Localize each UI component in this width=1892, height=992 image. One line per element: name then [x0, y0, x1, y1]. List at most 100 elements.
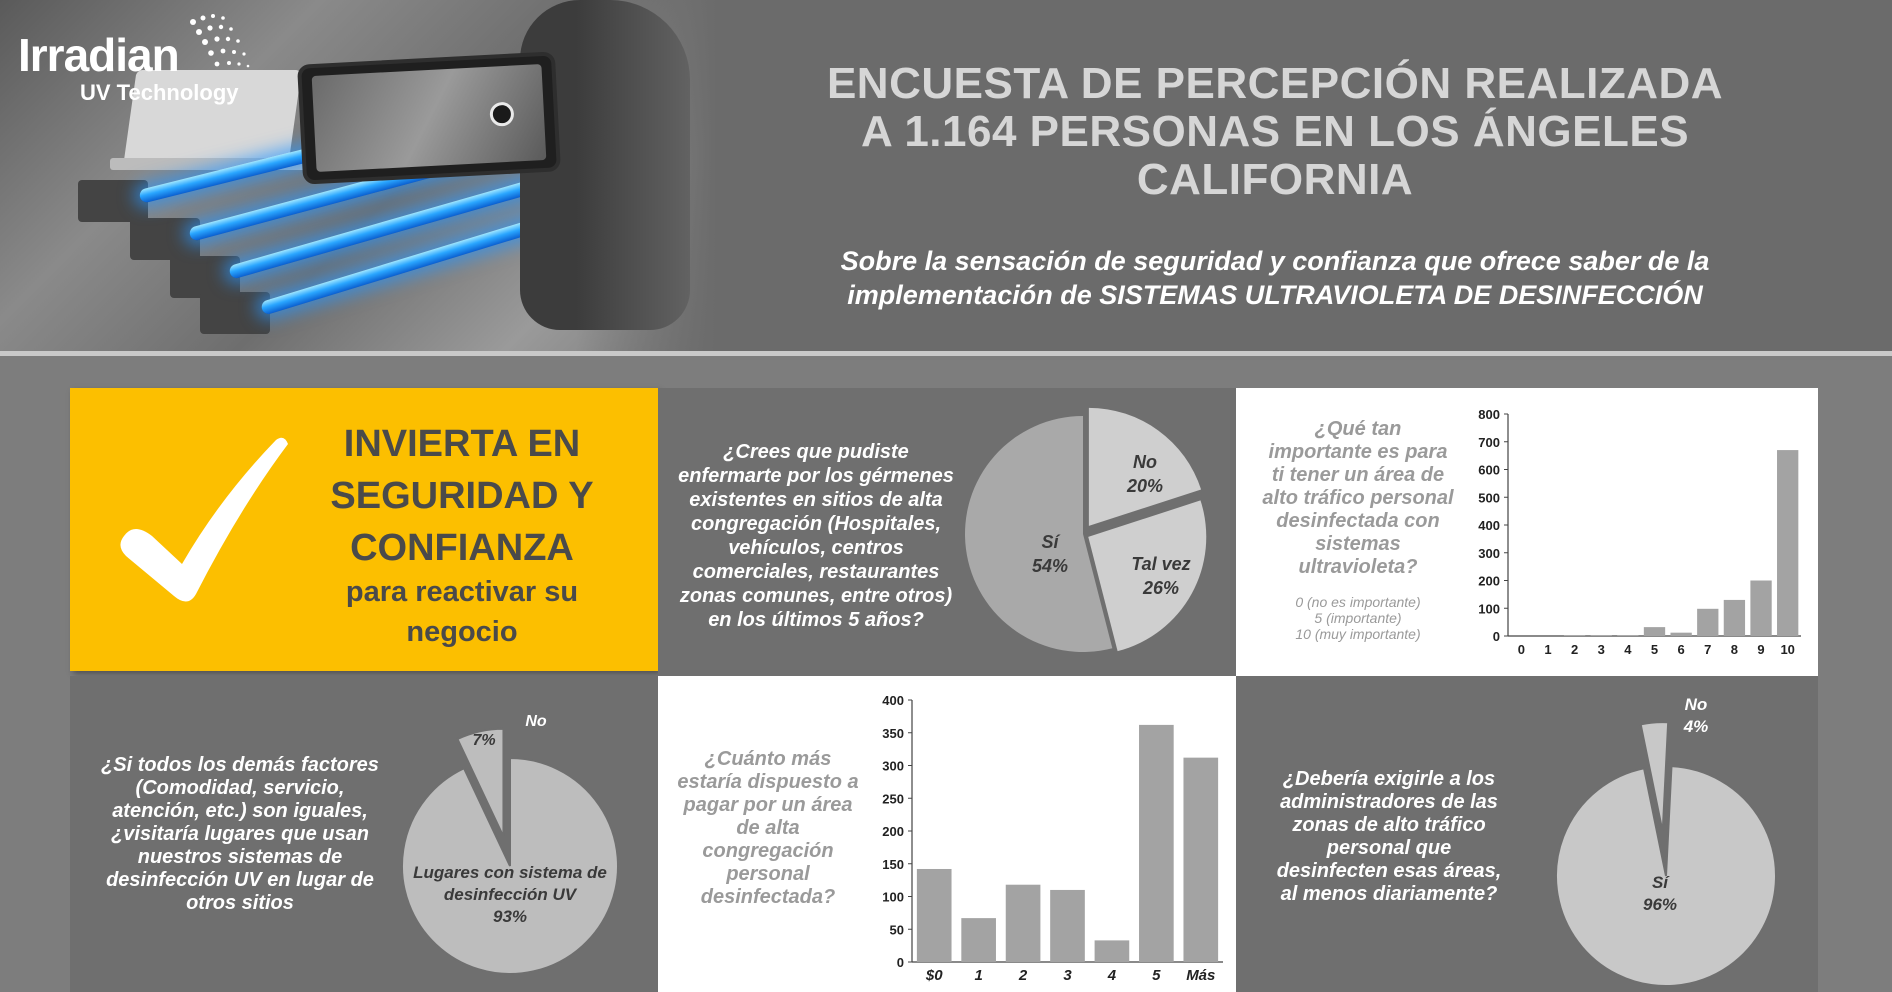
cta-headline-line: INVIERTA EN — [343, 423, 581, 465]
pie-label-value: 7% — [472, 732, 496, 749]
pie-chart-q1 — [965, 407, 1207, 652]
cta-subline-line: negocio — [406, 616, 518, 648]
pie-label-si: Sí 54% — [1010, 530, 1090, 578]
y-tick-label: 800 — [1478, 407, 1500, 422]
question-line: importante es para — [1268, 441, 1448, 463]
y-tick-label: 100 — [882, 890, 904, 905]
pie-slice-sí — [1555, 765, 1777, 986]
x-tick-label: 2 — [1018, 967, 1028, 984]
bar-5 — [1643, 627, 1666, 636]
logo-subtitle-text: UV Technology — [80, 80, 239, 105]
x-tick-label: Más — [1186, 967, 1215, 984]
y-tick-label: 250 — [882, 791, 904, 806]
bar-Más — [1183, 757, 1219, 962]
x-tick-label: 3 — [1063, 967, 1072, 984]
legend-line: 0 (no es importante) — [1295, 594, 1421, 610]
y-tick-label: 150 — [882, 857, 904, 872]
question-line: alto tráfico personal — [1262, 487, 1454, 509]
brand-logo: Irradian UV Technology — [18, 14, 250, 108]
pie-label-value: 54% — [1031, 556, 1069, 576]
x-tick-label: 5 — [1651, 642, 1658, 657]
question-line: ¿Qué tan — [1314, 418, 1402, 440]
question-line: ¿Debería exigirle a los — [1282, 768, 1496, 790]
pie-slice-lugares-con-sistema-de-desinfección-uv — [401, 756, 619, 975]
question-line: en los últimos 5 años? — [708, 609, 924, 631]
question-line: enfermarte por los gérmenes — [678, 465, 954, 487]
x-tick-label: 8 — [1731, 642, 1738, 657]
pie-slice-no — [1088, 407, 1202, 526]
bar-1 — [961, 918, 996, 962]
bar-chart-q2: 0 100 200 300 400 500 600 700 800 0 1 2 3 4 5 6 7 8 9 10 — [1478, 407, 1801, 657]
pie-label-value: 4% — [1683, 717, 1709, 736]
header-subtitle-line: implementación de SISTEMAS ULTRAVIOLETA … — [740, 278, 1810, 312]
pie-label-category: Sí — [1651, 873, 1669, 892]
lamp-cap-shape — [170, 256, 240, 298]
logo-dots-icon — [190, 14, 250, 68]
question-line: sistemas — [1315, 533, 1401, 555]
question-line: estaría dispuesto a — [677, 771, 859, 793]
pie-chart-q3 — [401, 727, 619, 975]
legend-line: 5 (importante) — [1314, 610, 1402, 626]
question-3-panel: ¿Si todos los demás factores (Comodidad,… — [70, 676, 658, 992]
question-line: desinfección UV en lugar de — [106, 869, 374, 891]
y-tick-label: 0 — [1493, 629, 1500, 644]
pie-label-no: No 4% — [1676, 694, 1716, 738]
bar-10 — [1777, 450, 1799, 636]
question-1-panel: ¿Crees que pudiste enfermarte por los gé… — [658, 388, 1236, 676]
pie-label-category: Lugares con sistema de desinfección UV — [413, 863, 607, 904]
x-tick-label: 6 — [1678, 642, 1685, 657]
logo-brand-text: Irradian — [18, 29, 180, 81]
y-tick-label: 700 — [1478, 435, 1500, 450]
question-5-panel: ¿Debería exigirle a los administradores … — [1236, 676, 1818, 992]
x-tick-label: 1 — [974, 967, 982, 984]
cta-subline-line: para reactivar su — [345, 576, 579, 608]
x-tick-label: 7 — [1704, 642, 1711, 657]
pie-label-category: No — [1684, 695, 1708, 714]
question-2-panel: ¿Qué tan importante es para ti tener un … — [1236, 388, 1818, 676]
cta-panel: INVIERTA EN SEGURIDAD Y CONFIANZA para r… — [70, 388, 658, 671]
y-tick-label: 200 — [1478, 574, 1500, 589]
lamp-cap-shape — [200, 292, 270, 334]
bar-$0 — [916, 868, 952, 962]
x-tick-label: 2 — [1571, 642, 1578, 657]
y-tick-label: 400 — [882, 693, 904, 708]
header-photo — [0, 0, 716, 352]
phone-shape — [297, 51, 561, 185]
pie-label-no: No 20% — [1110, 450, 1180, 498]
question-line: ¿visitaría lugares que usan — [111, 823, 369, 845]
question-line: zonas de alto tráfico — [1292, 814, 1486, 836]
y-tick-label: 300 — [882, 759, 904, 774]
header-divider — [0, 351, 1892, 356]
question-line: desinfecten esas áreas, — [1276, 860, 1502, 882]
pie-label-value: 26% — [1142, 578, 1180, 598]
question-2-text: ¿Qué tan importante es para ti tener un … — [1258, 418, 1458, 579]
x-tick-label: 3 — [1598, 642, 1605, 657]
pie-label-category: Sí — [1041, 532, 1059, 552]
bar-9 — [1750, 580, 1772, 636]
pie-label-value: 93% — [492, 907, 528, 926]
header-title-line: A 1.164 PERSONAS EN LOS ÁNGELES — [860, 107, 1690, 156]
question-1-text: ¿Crees que pudiste enfermarte por los gé… — [672, 440, 960, 632]
question-line: congregación (Hospitales, — [690, 513, 942, 535]
question-line: zonas comunes, entre otros) — [679, 585, 953, 607]
bar-4 — [1094, 940, 1130, 962]
question-line: pagar por un área — [683, 794, 853, 816]
bar-8 — [1723, 599, 1746, 636]
header-subtitle-line: Sobre la sensación de seguridad y confia… — [840, 246, 1710, 276]
question-5-text: ¿Debería exigirle a los administradores … — [1250, 768, 1528, 906]
importance-legend: 0 (no es importante) 5 (importante) 10 (… — [1258, 594, 1458, 642]
bar-4 — [1617, 635, 1639, 636]
pie-label-category: No — [1133, 452, 1157, 472]
question-3-text: ¿Si todos los demás factores (Comodidad,… — [90, 754, 390, 915]
header-title: ENCUESTA DE PERCEPCIÓN REALIZADA A 1.164… — [740, 60, 1810, 204]
y-tick-label: 100 — [1478, 601, 1500, 616]
pie-label-no: No — [525, 713, 547, 730]
question-line: existentes en sitios de alta — [689, 489, 943, 511]
pie-label-value: 96% — [1642, 895, 1678, 914]
lamp-cap-shape — [78, 180, 148, 222]
question-line: (Comodidad, servicio, — [135, 777, 345, 799]
pie-label-value: 20% — [1126, 476, 1164, 496]
y-tick-label: 350 — [882, 726, 904, 741]
x-tick-label: 4 — [1107, 967, 1117, 984]
question-line: al menos diariamente? — [1280, 883, 1498, 905]
